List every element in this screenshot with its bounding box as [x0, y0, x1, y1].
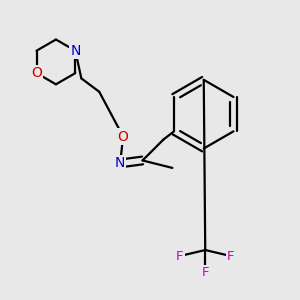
Text: N: N	[70, 44, 80, 58]
Text: O: O	[118, 130, 129, 144]
Text: F: F	[202, 266, 209, 279]
Text: F: F	[227, 250, 234, 262]
Text: N: N	[115, 156, 125, 170]
Text: O: O	[31, 66, 42, 80]
Text: F: F	[176, 250, 184, 262]
